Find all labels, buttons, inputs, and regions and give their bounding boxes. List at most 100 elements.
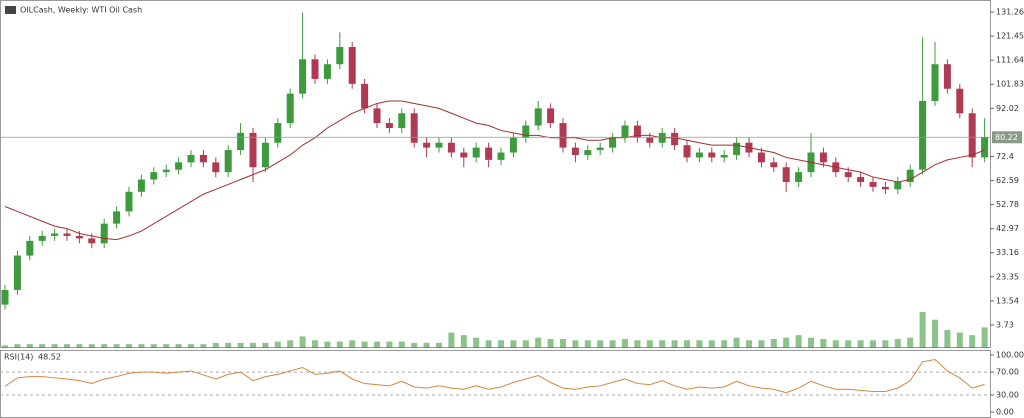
volume-bar <box>386 341 393 348</box>
y-tick-label: 92.02 <box>996 104 1019 113</box>
candle-body <box>509 137 517 153</box>
y-tick-label: 100.00 <box>996 350 1024 359</box>
candle-body <box>695 152 703 158</box>
candle-body <box>968 113 976 158</box>
y-tick-label: 121.45 <box>996 32 1024 41</box>
volume-bar <box>250 342 256 348</box>
y-tick-label: 42.97 <box>996 224 1019 233</box>
volume-bar <box>783 337 790 348</box>
y-tick-label: 72.4 <box>996 152 1014 161</box>
candle-body <box>646 137 654 143</box>
volume-bar <box>733 337 740 348</box>
volume-bar <box>671 340 678 348</box>
candle-body <box>423 142 431 148</box>
candle-body <box>274 123 282 143</box>
volume-bar <box>770 339 777 348</box>
volume-bar <box>473 337 480 348</box>
y-tick-label: 13.54 <box>996 296 1019 305</box>
volume-bar <box>696 340 703 348</box>
volume-bar <box>361 341 368 348</box>
volume-bar <box>981 327 988 348</box>
volume-bar <box>560 339 566 348</box>
volume-bar <box>808 337 814 348</box>
volume-bar <box>138 344 145 348</box>
volume-bar <box>882 340 889 348</box>
candle-body <box>819 152 827 163</box>
candle-body <box>224 150 232 173</box>
candle-body <box>361 83 369 109</box>
volume-bar <box>126 344 132 348</box>
candle-body <box>199 154 207 163</box>
candle-body <box>187 154 195 163</box>
volume-bar <box>188 344 194 348</box>
candle-body <box>894 181 902 190</box>
candle-body <box>571 147 579 155</box>
volume-bar <box>547 339 554 348</box>
candle-body <box>534 108 542 126</box>
main-pane <box>0 0 991 348</box>
candle-body <box>237 132 245 151</box>
volume-bar <box>150 344 157 348</box>
volume-bar <box>398 341 405 348</box>
volume-bar <box>646 340 653 348</box>
volume-bar <box>113 344 120 348</box>
volume-bar <box>262 342 269 348</box>
candle-body <box>385 123 393 128</box>
candle-body <box>559 123 567 148</box>
candle-body <box>26 240 34 256</box>
rsi-value: 48.52 <box>38 353 61 362</box>
volume-bar <box>64 344 70 348</box>
volume-bar <box>820 339 827 348</box>
volume-bar <box>448 332 455 348</box>
volume-bar <box>212 342 219 348</box>
candle-body <box>795 172 803 182</box>
candle-body <box>150 172 158 180</box>
candle-body <box>472 147 480 158</box>
volume-bar <box>324 341 331 348</box>
volume-bar <box>51 344 58 348</box>
candle-body <box>100 223 108 244</box>
volume-bar <box>845 340 852 348</box>
y-tick-label: 62.59 <box>996 176 1019 185</box>
y-tick-label: 33.16 <box>996 248 1019 257</box>
volume-bar <box>708 340 715 348</box>
candle-body <box>733 142 741 155</box>
rsi-pane <box>0 350 991 418</box>
volume-bar <box>535 337 542 348</box>
candle-body <box>621 125 629 138</box>
volume-bar <box>956 332 963 348</box>
volume-bar <box>411 342 418 348</box>
candle-body <box>869 181 877 187</box>
candle-body <box>299 59 307 94</box>
candle-body <box>162 169 170 173</box>
candle-body <box>373 108 381 124</box>
volume-bar <box>225 342 232 348</box>
volume-bar <box>26 344 33 348</box>
volume-bar <box>299 336 306 348</box>
y-tick-label: 131.26 <box>996 8 1024 17</box>
candle-body <box>286 93 294 124</box>
volume-bar <box>423 342 430 348</box>
y-tick-label: 111.64 <box>996 56 1024 65</box>
volume-bar <box>498 340 504 348</box>
volume-bar <box>634 340 641 348</box>
candle-body <box>75 235 83 239</box>
volume-bar <box>684 340 690 348</box>
volume-bar <box>39 344 46 348</box>
candle-body <box>88 238 96 244</box>
candle-body <box>63 233 71 236</box>
y-tick-label: 30.00 <box>996 390 1019 399</box>
volume-bar <box>522 340 529 348</box>
volume-bar <box>88 344 95 348</box>
volume-bar <box>312 340 318 348</box>
candle-body <box>38 235 46 241</box>
y-tick-label: 23.35 <box>996 272 1019 281</box>
volume-bar <box>597 340 604 348</box>
volume-bar <box>175 344 182 348</box>
candle-body <box>212 162 220 173</box>
candle-body <box>596 147 604 151</box>
volume-bar <box>969 335 976 348</box>
candle-body <box>485 147 493 160</box>
candle-body <box>671 132 679 146</box>
candle-body <box>348 47 356 84</box>
